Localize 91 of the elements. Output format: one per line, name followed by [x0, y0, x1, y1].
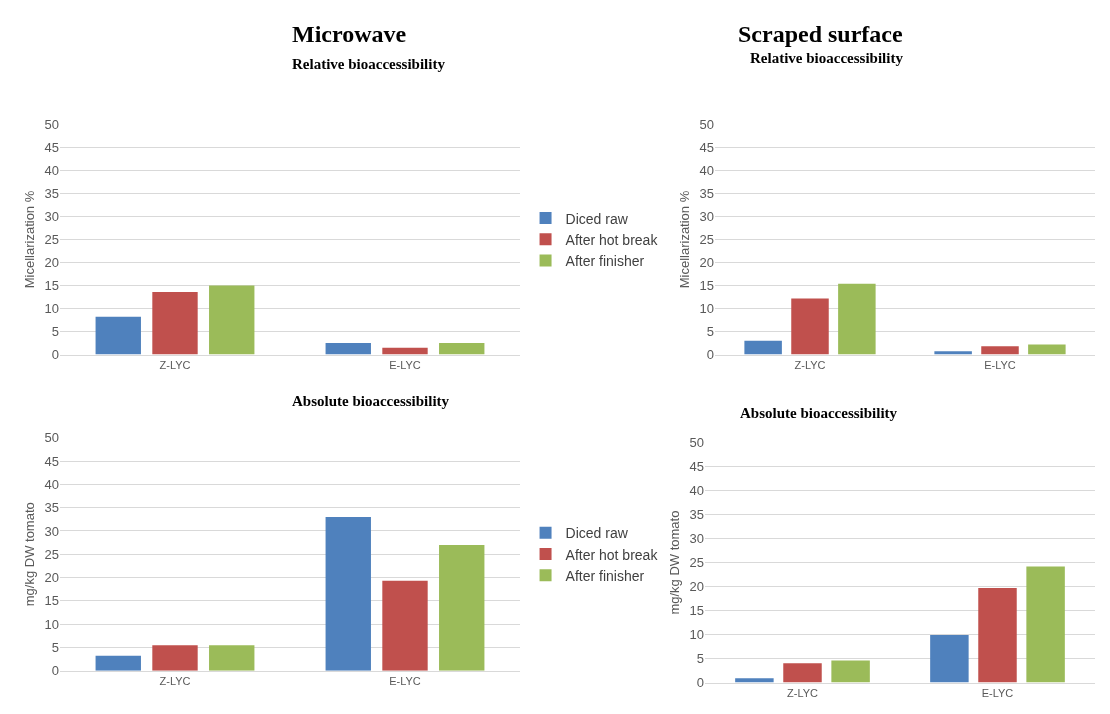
bar — [744, 340, 782, 355]
x-tick-label: Z-LYC — [794, 358, 826, 371]
y-tick-label: 0 — [51, 663, 59, 679]
y-tick-label: 10 — [699, 301, 714, 317]
y-tick-label: 50 — [44, 430, 59, 446]
y-tick-label: 35 — [699, 186, 714, 202]
y-axis-title: Micellarization % — [677, 190, 693, 289]
y-tick-label: 35 — [44, 500, 59, 516]
y-tick-label: 5 — [706, 324, 714, 340]
y-tick-label: 15 — [699, 278, 714, 294]
y-tick-label: 20 — [699, 255, 714, 271]
bar — [209, 285, 255, 355]
y-tick-label: 10 — [689, 627, 704, 643]
bar — [981, 346, 1019, 355]
y-tick-label: 5 — [51, 640, 59, 656]
y-tick-label: 40 — [44, 476, 59, 492]
y-tick-label: 0 — [696, 675, 704, 691]
y-tick-label: 5 — [696, 651, 704, 667]
y-tick-label: 15 — [689, 603, 704, 619]
y-tick-label: 30 — [44, 523, 59, 539]
bar — [783, 663, 822, 683]
bar — [838, 283, 876, 355]
x-tick-label: Z-LYC — [159, 358, 191, 371]
y-tick-label: 30 — [699, 209, 714, 225]
chart-subtitle: Relative bioaccessibility — [292, 56, 446, 72]
y-tick-label: 0 — [51, 347, 59, 363]
y-tick-label: 50 — [44, 117, 59, 133]
y-tick-label: 20 — [44, 570, 59, 586]
bar — [382, 580, 428, 671]
legend-label: After finisher — [565, 567, 645, 584]
y-tick-label: 25 — [699, 232, 714, 248]
bar — [978, 588, 1017, 683]
bar — [791, 298, 829, 355]
bar — [325, 343, 371, 355]
y-tick-label: 45 — [44, 453, 59, 469]
y-tick-label: 50 — [689, 435, 704, 451]
y-tick-label: 0 — [706, 347, 714, 363]
bar — [152, 645, 198, 671]
x-tick-label: Z-LYC — [159, 674, 191, 687]
bar — [209, 645, 255, 671]
bar — [325, 516, 371, 671]
y-tick-label: 15 — [44, 278, 59, 294]
legend-label: After hot break — [565, 546, 659, 563]
y-tick-label: 50 — [699, 117, 714, 133]
bar — [735, 678, 774, 683]
y-tick-label: 40 — [699, 163, 714, 179]
chart-title: Microwave — [292, 21, 407, 47]
bar — [152, 291, 198, 355]
legend-label: After hot break — [565, 231, 659, 248]
y-tick-label: 15 — [44, 593, 59, 609]
legend-label: Diced raw — [565, 525, 629, 542]
bar — [1026, 566, 1065, 683]
y-axis-title: mg/kg DW tomato — [667, 510, 683, 615]
y-tick-label: 25 — [689, 555, 704, 571]
x-tick-label: E-LYC — [389, 674, 421, 687]
chart-title: Scraped surface — [738, 21, 903, 47]
legend-label: Diced raw — [565, 210, 629, 227]
bar — [95, 316, 141, 355]
y-tick-label: 5 — [51, 324, 59, 340]
y-tick-label: 35 — [689, 507, 704, 523]
y-axis-title: Micellarization % — [22, 190, 38, 289]
y-tick-label: 10 — [44, 616, 59, 632]
x-tick-label: E-LYC — [984, 358, 1016, 371]
bar — [439, 343, 485, 355]
y-tick-label: 45 — [699, 140, 714, 156]
y-axis-title: mg/kg DW tomato — [22, 502, 38, 607]
chart-subtitle: Relative bioaccessibility — [750, 50, 904, 66]
x-tick-label: E-LYC — [981, 686, 1014, 699]
bar — [934, 351, 972, 355]
y-tick-label: 40 — [689, 483, 704, 499]
bar — [1028, 344, 1066, 355]
chart-title: Absolute bioaccessibility — [292, 393, 450, 409]
y-tick-label: 35 — [44, 186, 59, 202]
y-tick-label: 45 — [44, 140, 59, 156]
y-tick-label: 25 — [44, 232, 59, 248]
y-tick-label: 40 — [44, 163, 59, 179]
chart-title: Absolute bioaccessibility — [740, 405, 898, 421]
y-tick-label: 20 — [44, 255, 59, 271]
bar — [930, 635, 969, 683]
bar — [439, 544, 485, 671]
y-tick-label: 30 — [44, 209, 59, 225]
x-tick-label: Z-LYC — [787, 686, 819, 699]
bar — [831, 660, 870, 683]
y-tick-label: 25 — [44, 546, 59, 562]
bar — [95, 655, 141, 671]
y-tick-label: 30 — [689, 531, 704, 547]
y-tick-label: 20 — [689, 579, 704, 595]
x-tick-label: E-LYC — [389, 358, 421, 371]
legend-label: After finisher — [565, 252, 645, 269]
y-tick-label: 45 — [689, 459, 704, 475]
y-tick-label: 10 — [44, 301, 59, 317]
